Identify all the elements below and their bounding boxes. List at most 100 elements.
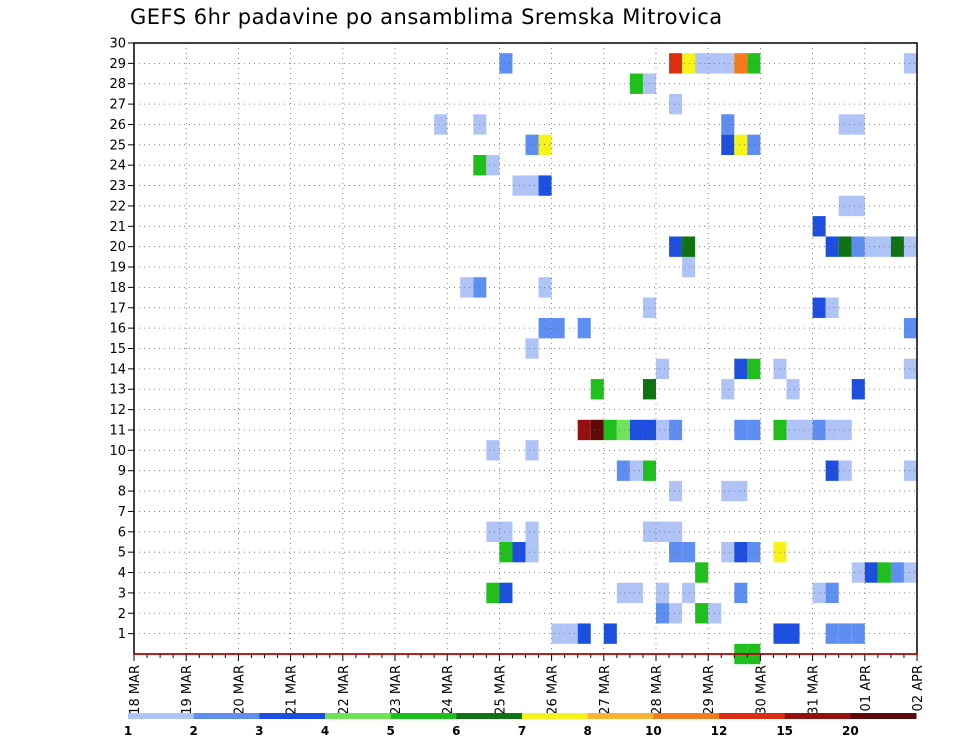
y-tick-label: 10 xyxy=(109,444,126,459)
heatmap-cell xyxy=(734,419,748,441)
colorbar-swatch xyxy=(325,713,392,719)
heatmap-cell xyxy=(538,175,552,196)
heatmap-cell xyxy=(525,338,539,359)
colorbar: 1 2 3 4 5 6 7 8 10 12 15 20 xyxy=(124,713,917,738)
heatmap-cell xyxy=(838,623,852,644)
y-tick-label: 12 xyxy=(109,403,126,418)
heatmap-cell xyxy=(695,562,709,583)
heatmap-cell xyxy=(864,236,878,257)
x-tick-label: 25 MAR xyxy=(493,665,508,715)
x-tick-label: 19 MAR xyxy=(180,665,195,715)
heatmap-cell xyxy=(564,623,578,644)
x-tick-label: 18 MAR xyxy=(128,665,143,715)
heatmap-cell xyxy=(616,419,630,441)
heatmap-cell xyxy=(486,521,500,542)
heatmap-cell xyxy=(525,175,539,196)
heatmap-cell xyxy=(721,541,735,563)
heatmap-cell xyxy=(525,521,539,542)
y-tick-label: 14 xyxy=(109,362,126,377)
colorbar-label: 12 xyxy=(711,724,728,738)
heatmap-cell xyxy=(499,53,513,74)
heatmap-cell xyxy=(499,521,513,542)
y-tick-label: 24 xyxy=(109,159,126,174)
heatmap-cell xyxy=(499,541,513,563)
y-tick-label: 15 xyxy=(109,342,126,357)
heatmap-cell xyxy=(538,277,552,298)
colorbar-swatch xyxy=(456,713,523,719)
y-tick-label: 1 xyxy=(118,627,126,642)
colorbar-swatch xyxy=(259,713,326,719)
x-tick-label: 22 MAR xyxy=(337,665,352,715)
heatmap-cell xyxy=(734,582,748,604)
heatmap-cell xyxy=(864,562,878,583)
heatmap-cell xyxy=(747,541,761,563)
y-tick-label: 11 xyxy=(109,423,126,438)
colorbar-label: 3 xyxy=(255,724,263,738)
heatmap-cell xyxy=(525,440,539,461)
y-tick-label: 28 xyxy=(109,77,126,92)
heatmap-cell xyxy=(538,317,552,339)
heatmap-cell xyxy=(747,358,761,380)
heatmap-cell xyxy=(682,53,696,74)
x-tick-label: 23 MAR xyxy=(389,665,404,715)
heatmap-cell xyxy=(721,480,735,502)
heatmap-cell xyxy=(538,134,552,156)
heatmap-cell xyxy=(734,541,748,563)
colorbar-swatch xyxy=(784,713,851,719)
heatmap-cell xyxy=(551,623,565,644)
heatmap-cell xyxy=(656,419,670,441)
heatmap-cell xyxy=(734,358,748,380)
heatmap-cell xyxy=(525,134,539,156)
y-tick-label: 26 xyxy=(109,118,126,133)
heatmap-cell xyxy=(669,480,683,502)
x-tick-label: 01 APR xyxy=(859,665,874,711)
y-axis: 1234567891011121314151617181920212223242… xyxy=(109,37,134,642)
colorbar-label: 10 xyxy=(645,724,662,738)
heatmap-cell xyxy=(682,541,696,563)
heatmap-cell xyxy=(786,623,800,644)
heatmap-cell xyxy=(838,236,852,257)
y-tick-label: 30 xyxy=(109,37,126,52)
x-tick-label: 02 APR xyxy=(911,665,926,711)
heatmap-cell xyxy=(669,53,683,74)
heatmap-cell xyxy=(825,236,839,257)
y-tick-label: 20 xyxy=(109,240,126,255)
heatmap-cell xyxy=(499,582,513,604)
x-axis: 18 MAR 19 MAR 20 MAR 21 MAR 22 MAR 23 MAR 24 M… xyxy=(128,653,926,715)
heatmap-cell xyxy=(669,419,683,441)
colorbar-label: 6 xyxy=(452,724,460,738)
colorbar-swatch xyxy=(193,713,260,719)
heatmap-cell xyxy=(629,73,643,94)
y-tick-label: 5 xyxy=(118,546,126,561)
heatmap-cells xyxy=(434,53,917,665)
x-tick-label: 31 MAR xyxy=(807,665,822,715)
colorbar-swatch xyxy=(522,713,589,719)
heatmap-cell xyxy=(721,134,735,156)
heatmap-cell xyxy=(603,419,617,441)
heatmap-cell xyxy=(590,379,604,400)
heatmap-cell xyxy=(512,541,526,563)
heatmap-cell xyxy=(838,195,852,217)
y-tick-label: 2 xyxy=(118,607,126,622)
heatmap-cell xyxy=(786,419,800,441)
heatmap-cell xyxy=(512,175,526,196)
heatmap-cell xyxy=(486,155,500,176)
heatmap-cell xyxy=(838,460,852,481)
colorbar-label: 5 xyxy=(386,724,394,738)
heatmap-cell xyxy=(825,623,839,644)
y-tick-label: 25 xyxy=(109,138,126,153)
heatmap-cell xyxy=(903,562,917,583)
colorbar-swatch xyxy=(719,713,786,719)
heatmap-cell xyxy=(669,236,683,257)
y-tick-label: 3 xyxy=(118,586,126,601)
heatmap-cell xyxy=(825,297,839,318)
heatmap-cell xyxy=(721,114,735,135)
y-tick-label: 16 xyxy=(109,322,126,337)
colorbar-label: 1 xyxy=(124,724,132,738)
heatmap-cell xyxy=(838,419,852,441)
y-tick-label: 13 xyxy=(109,383,126,398)
heatmap-cell xyxy=(695,603,709,624)
heatmap-cell xyxy=(734,480,748,502)
y-tick-label: 4 xyxy=(118,566,126,581)
y-tick-label: 19 xyxy=(109,261,126,276)
